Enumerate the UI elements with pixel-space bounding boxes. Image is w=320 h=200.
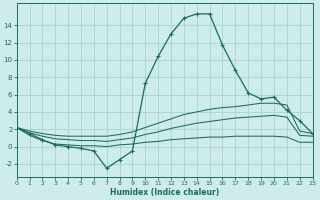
X-axis label: Humidex (Indice chaleur): Humidex (Indice chaleur) (110, 188, 219, 197)
